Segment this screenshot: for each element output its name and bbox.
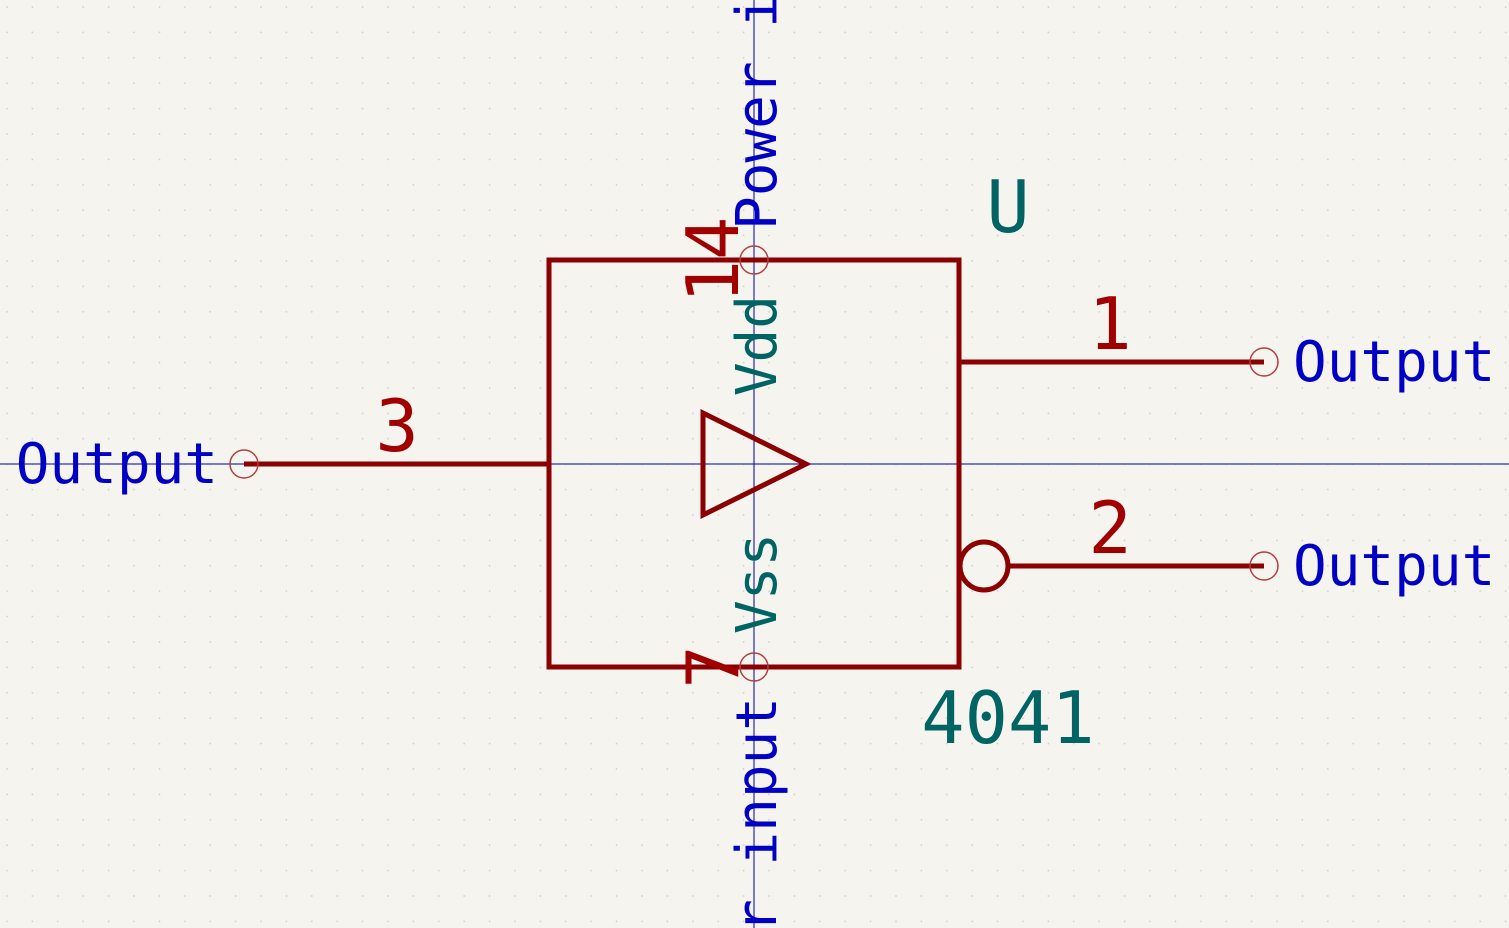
pin-2[interactable]: 2 Output [957,486,1495,599]
pin-2-connection-point[interactable] [1249,551,1279,581]
pin-2-number: 2 [1088,486,1131,570]
pin-1[interactable]: 1 Output [959,282,1495,395]
pin-1-number: 1 [1088,282,1131,366]
pin-7[interactable]: 7 Vss Power input [671,533,790,928]
pin-2-type: Output [1293,534,1495,599]
buffer-triangle-icon [700,408,812,520]
pin-14[interactable]: 14 Vdd Power input [671,0,790,396]
reference-designator[interactable]: U [986,165,1029,249]
pin-7-type: Power input [725,697,790,928]
pin-14-type: Power input [725,0,790,230]
pin-3[interactable]: 3 Output [16,384,549,497]
symbol-value[interactable]: 4041 [921,676,1094,760]
pin-3-type: Output [16,432,218,497]
pin-7-connection-point[interactable] [739,652,769,682]
pin-1-connection-point[interactable] [1249,347,1279,377]
pin-3-connection-point[interactable] [229,449,259,479]
pin-14-number: 14 [671,217,755,304]
pin-14-name: Vdd [725,295,790,396]
pin-7-name: Vss [725,533,790,634]
pin-1-type: Output [1293,330,1495,395]
pin-3-number: 3 [375,384,418,468]
pin-7-number: 7 [671,645,755,688]
pin-14-connection-point[interactable] [739,245,769,275]
